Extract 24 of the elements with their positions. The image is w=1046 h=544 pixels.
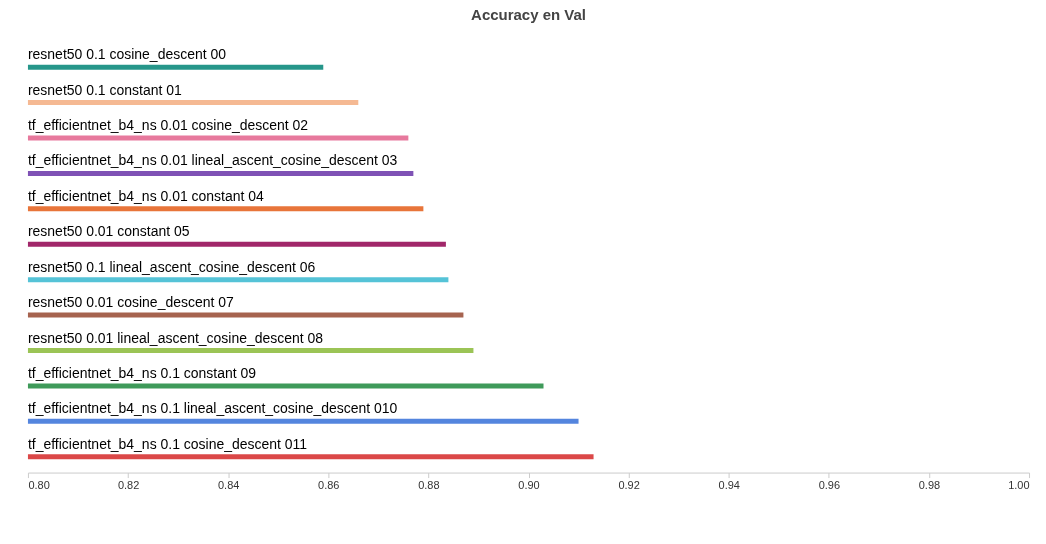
x-tick-label: 0.86: [318, 479, 340, 492]
x-tick-label: 0.88: [418, 479, 440, 492]
y-tick-label: resnet50 0.01 lineal_ascent_cosine_descent 08: [27, 329, 324, 346]
x-tick-label: 0.80: [28, 479, 50, 492]
chart-title: Accuracy en Val: [471, 6, 586, 24]
y-tick-label: tf_efficientnet_b4_ns 0.1 constant 09: [27, 364, 257, 381]
x-tick-label: 0.90: [518, 479, 540, 492]
x-tick-label: 0.84: [217, 479, 240, 492]
y-tick-label: tf_efficientnet_b4_ns 0.01 cosine_descent 02: [27, 117, 309, 134]
x-tick-label: 0.94: [718, 479, 740, 492]
x-tick-label: 0.96: [818, 479, 840, 492]
y-tick-label: tf_efficientnet_b4_ns 0.01 constant 04: [27, 187, 265, 204]
y-tick-label: tf_efficientnet_b4_ns 0.1 lineal_ascent_cosine_descent 010: [27, 400, 398, 417]
y-tick-label: tf_efficientnet_b4_ns 0.01 lineal_ascent_cosine_descent 03: [27, 152, 398, 169]
y-tick-label: resnet50 0.1 constant 01: [27, 81, 182, 98]
x-tick-label: 0.98: [918, 479, 941, 492]
y-tick-label: resnet50 0.1 cosine_descent 00: [27, 46, 227, 63]
y-tick-label: resnet50 0.01 cosine_descent 07: [27, 294, 234, 311]
x-tick-label: 0.82: [117, 479, 140, 492]
y-tick-label: resnet50 0.01 constant 05: [27, 223, 190, 240]
y-tick-label: tf_efficientnet_b4_ns 0.1 cosine_descent 011: [27, 435, 308, 452]
x-tick-label: 1.00: [1008, 479, 1030, 492]
y-tick-label: resnet50 0.1 lineal_ascent_cosine_descent 06: [27, 258, 316, 275]
x-tick-label: 0.92: [618, 479, 640, 492]
